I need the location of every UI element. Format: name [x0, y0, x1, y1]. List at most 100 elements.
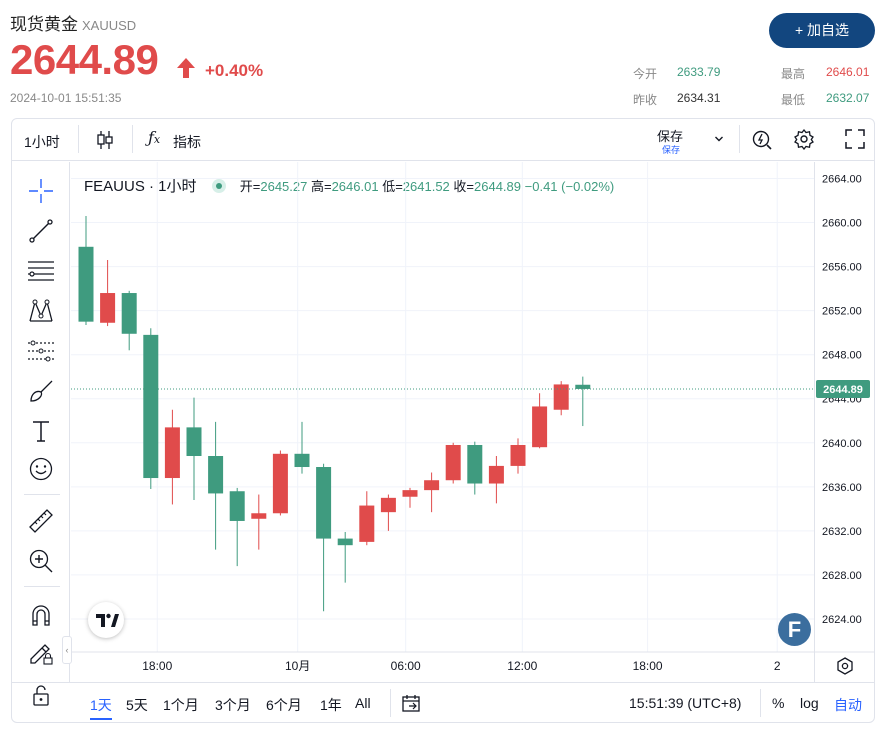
- lock-pencil-icon[interactable]: [26, 638, 56, 668]
- lock-icon[interactable]: [26, 680, 56, 710]
- candle[interactable]: [121, 290, 137, 351]
- candle[interactable]: [100, 260, 116, 327]
- range-button-2[interactable]: 1个月: [163, 697, 199, 713]
- fib-icon[interactable]: [26, 256, 56, 286]
- add-watchlist-button[interactable]: + 加自选: [769, 13, 875, 48]
- tools-divider: [24, 494, 60, 495]
- candle-body: [316, 467, 332, 539]
- settings-icon[interactable]: [793, 128, 815, 150]
- brand-badge[interactable]: F: [778, 613, 811, 646]
- y-tick-label: 2652.00: [822, 306, 862, 318]
- candle-body: [164, 427, 180, 479]
- toolbar-divider: [739, 125, 740, 153]
- interval-button[interactable]: 1小时: [24, 134, 60, 150]
- x-tick-label: 12:00: [507, 659, 537, 673]
- candle-body: [337, 538, 353, 546]
- candle-body: [251, 513, 267, 519]
- axis-settings-icon[interactable]: [835, 656, 855, 676]
- toolbar-divider: [78, 125, 79, 153]
- candle-body: [445, 444, 461, 481]
- calendar-range-icon[interactable]: [401, 693, 421, 713]
- fullscreen-icon[interactable]: [845, 129, 865, 149]
- x-tick-label: 06:00: [391, 659, 421, 673]
- candle-type-icon[interactable]: [96, 130, 114, 150]
- candle-body: [78, 246, 94, 322]
- trend-line-icon[interactable]: [26, 216, 56, 246]
- y-tick-label: 2628.00: [822, 570, 862, 582]
- range-button-3[interactable]: 3个月: [215, 697, 251, 713]
- tools-divider: [24, 586, 60, 587]
- indicators-button[interactable]: 指标: [173, 134, 201, 150]
- alert-icon[interactable]: [751, 128, 773, 150]
- legend-high: 2646.01: [331, 179, 379, 194]
- candle[interactable]: [424, 472, 440, 513]
- tradingview-logo[interactable]: [88, 602, 124, 638]
- y-tick-label: 2632.00: [822, 526, 862, 538]
- candle[interactable]: [553, 381, 569, 416]
- arrow-up-icon: [177, 58, 195, 78]
- candle-body: [510, 444, 526, 466]
- chart-toolbar: 1小时 ƒx 指标 保存 保存: [12, 119, 874, 161]
- candle[interactable]: [510, 438, 526, 474]
- save-button[interactable]: 保存: [657, 129, 684, 144]
- range-button-6[interactable]: All: [355, 695, 371, 711]
- candle[interactable]: [488, 456, 504, 504]
- candle[interactable]: [359, 491, 375, 546]
- pattern-icon[interactable]: [26, 296, 56, 326]
- candle[interactable]: [467, 441, 483, 495]
- brush-icon[interactable]: [26, 376, 56, 406]
- x-tick-label: 18:00: [142, 659, 172, 673]
- chevron-down-icon[interactable]: [714, 134, 724, 144]
- candle[interactable]: [164, 409, 180, 505]
- candle-body: [575, 384, 591, 389]
- legend-close: 2644.89: [474, 179, 522, 194]
- clock-readout[interactable]: 15:51:39 (UTC+8): [629, 695, 742, 711]
- open-value: 2633.79: [677, 65, 721, 79]
- candle[interactable]: [316, 463, 332, 612]
- range-button-5[interactable]: 1年: [320, 697, 342, 713]
- candle[interactable]: [229, 487, 245, 567]
- range-button-4[interactable]: 6个月: [266, 697, 302, 713]
- candle[interactable]: [186, 397, 202, 501]
- y-tick-label: 2664.00: [822, 174, 862, 186]
- candle[interactable]: [294, 421, 310, 474]
- instrument-name: 现货黄金: [10, 15, 78, 34]
- candle[interactable]: [380, 494, 396, 531]
- range-button-0[interactable]: 1天: [90, 695, 112, 720]
- price-axis[interactable]: [814, 162, 874, 682]
- quote-timestamp: 2024-10-01 15:51:35: [10, 91, 122, 105]
- candle-body: [272, 453, 288, 514]
- chart-widget: [11, 118, 875, 723]
- crosshair-icon[interactable]: [26, 176, 56, 206]
- zoom-in-icon[interactable]: [26, 546, 56, 576]
- candle[interactable]: [337, 531, 353, 583]
- candle[interactable]: [532, 393, 548, 449]
- forecast-icon[interactable]: [26, 336, 56, 366]
- range-button-1[interactable]: 5天: [126, 697, 148, 713]
- x-tick-label: 10月: [285, 659, 310, 673]
- ruler-icon[interactable]: [26, 506, 56, 536]
- emoji-icon[interactable]: [26, 454, 56, 484]
- candle-body: [553, 384, 569, 410]
- candle[interactable]: [78, 215, 94, 325]
- candle[interactable]: [251, 494, 267, 550]
- legend-low-label: 低=: [382, 179, 403, 194]
- toolbar-divider: [132, 125, 133, 153]
- open-label: 今开: [633, 67, 658, 81]
- bottom-divider: [390, 689, 391, 717]
- candle[interactable]: [402, 487, 418, 508]
- auto-toggle[interactable]: 自动: [834, 697, 862, 713]
- magnet-icon[interactable]: [26, 600, 56, 630]
- percent-toggle[interactable]: %: [772, 695, 785, 711]
- text-icon[interactable]: [26, 416, 56, 446]
- y-tick-label: 2624.00: [822, 614, 862, 626]
- candle[interactable]: [445, 442, 461, 484]
- collapse-toolbar-button[interactable]: ‹: [62, 636, 72, 664]
- candle[interactable]: [208, 421, 224, 550]
- candle[interactable]: [575, 376, 591, 427]
- candle[interactable]: [272, 450, 288, 516]
- candle[interactable]: [143, 328, 159, 490]
- log-toggle[interactable]: log: [800, 695, 819, 711]
- fx-icon[interactable]: ƒx: [148, 128, 161, 147]
